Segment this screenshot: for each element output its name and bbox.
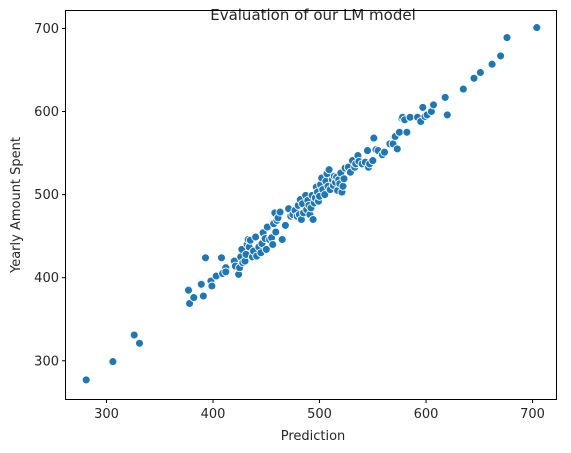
scatter-point (469, 73, 479, 83)
axis-ticks: 300 400 500 600 700 300 400 500 600 700 (34, 22, 545, 422)
scatter-point (135, 338, 144, 348)
scatter-point (196, 279, 206, 289)
scatter-point (324, 165, 334, 175)
y-tick-label: 300 (34, 354, 59, 369)
scatter-point (394, 127, 404, 137)
scatter-point (368, 156, 378, 166)
scatter-point (442, 110, 452, 120)
scatter-point (129, 330, 139, 340)
scatter-point (280, 220, 290, 230)
y-tick-label: 600 (34, 105, 59, 120)
scatter-point (261, 244, 271, 254)
y-tick-label: 500 (34, 188, 59, 203)
y-tick-label: 400 (34, 271, 59, 286)
scatter-point (217, 253, 226, 263)
plot-area-frame (65, 10, 557, 400)
scatter-point (189, 293, 199, 303)
scatter-point (392, 144, 402, 154)
scatter-point (363, 146, 372, 156)
x-tick-label: 700 (520, 407, 545, 422)
scatter-point (308, 215, 318, 224)
scatter-point (496, 51, 506, 61)
scatter-point (380, 147, 389, 157)
scatter-point (198, 291, 208, 301)
x-tick-label: 400 (201, 407, 226, 422)
scatter-point (268, 240, 278, 249)
scatter-point (402, 127, 412, 137)
scatter-point (108, 357, 118, 367)
scatter-point (532, 23, 542, 33)
scatter-point (207, 281, 217, 291)
x-tick-label: 600 (414, 407, 439, 422)
scatter-point (429, 100, 438, 110)
scatter-point (502, 33, 512, 43)
scatter-point (487, 59, 497, 69)
scatter-point (201, 253, 210, 263)
scatter-point (271, 227, 281, 237)
scatter-point (320, 190, 330, 200)
y-tick-label: 700 (34, 22, 59, 37)
scatter-point (369, 133, 379, 143)
scatter-point (277, 235, 287, 244)
scatter-point (458, 84, 468, 94)
chart-title: Evaluation of our LM model (210, 6, 416, 24)
scatter-point (251, 232, 261, 242)
scatter-point (184, 285, 193, 295)
data-points (81, 23, 542, 385)
scatter-point (440, 92, 450, 102)
x-tick-label: 300 (94, 407, 119, 422)
scatter-point (475, 68, 485, 77)
x-axis-label: Prediction (281, 429, 346, 444)
y-axis-label: Yearly Amount Spent (9, 137, 24, 274)
scatter-point (339, 174, 349, 184)
scatter-point (418, 102, 428, 112)
x-tick-label: 500 (307, 407, 332, 422)
scatter-point (221, 267, 231, 277)
scatter-point (338, 181, 348, 191)
scatter-point (275, 207, 285, 217)
scatter-point (81, 375, 91, 385)
scatter-point (405, 112, 415, 122)
scatter-point (185, 299, 195, 308)
